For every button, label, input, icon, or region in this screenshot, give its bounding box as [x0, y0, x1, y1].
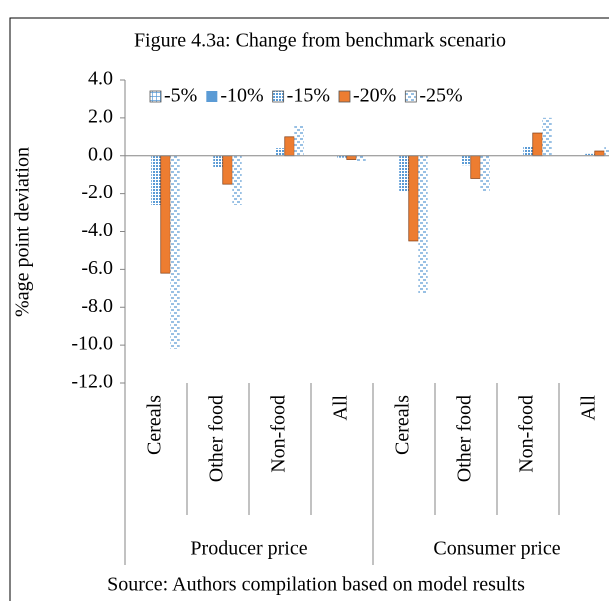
- bar: [470, 155, 481, 179]
- bar: [585, 153, 595, 156]
- bar: [151, 155, 161, 205]
- bar: [594, 150, 605, 157]
- chart-title: Figure 4.3a: Change from benchmark scena…: [134, 30, 506, 52]
- x-tick-label: Non-food: [516, 395, 538, 473]
- bar: [356, 155, 366, 162]
- y-tick-label: -6.0: [81, 257, 113, 279]
- x-tick-label: Cereals: [144, 395, 166, 455]
- bar: [337, 155, 347, 158]
- x-tick-label: All: [330, 395, 352, 421]
- bar: [232, 155, 242, 205]
- y-tick-label: -10.0: [71, 333, 113, 355]
- y-axis-label: %age point deviation: [12, 147, 34, 317]
- y-tick-label: 2.0: [88, 105, 113, 127]
- bar: [480, 155, 490, 192]
- bar: [346, 155, 357, 160]
- source-note: Source: Authors compilation based on mod…: [107, 574, 525, 596]
- legend-swatch: [149, 90, 162, 103]
- bar: [542, 117, 552, 156]
- y-tick-label: -2.0: [81, 181, 113, 203]
- bar: [418, 155, 428, 294]
- bar: [222, 155, 233, 185]
- bar: [399, 155, 409, 192]
- bar: [160, 155, 171, 274]
- legend-label: -5%: [164, 85, 197, 107]
- bar: [532, 132, 543, 157]
- x-tick-label: Non-food: [268, 395, 290, 473]
- x-tick-label: Other food: [454, 395, 476, 482]
- group-label: Producer price: [190, 538, 307, 560]
- x-tick-label: All: [578, 395, 600, 421]
- bar: [275, 148, 285, 156]
- bar: [604, 147, 609, 156]
- legend-swatch: [338, 90, 351, 103]
- y-tick-label: -12.0: [71, 371, 113, 393]
- chart-border: [9, 17, 609, 606]
- bar: [284, 136, 295, 157]
- bar: [213, 155, 223, 168]
- legend-swatch: [272, 90, 285, 103]
- legend-label: -20%: [353, 85, 396, 107]
- bar: [523, 146, 533, 156]
- y-tick-label: -4.0: [81, 219, 113, 241]
- y-tick-label: 4.0: [88, 68, 113, 90]
- y-tick-label: -8.0: [81, 295, 113, 317]
- bar: [408, 155, 419, 242]
- group-label: Consumer price: [433, 538, 560, 560]
- legend-label: -15%: [287, 85, 330, 107]
- bar: [170, 155, 180, 349]
- legend-label: -10%: [220, 85, 263, 107]
- legend-swatch: [206, 91, 218, 102]
- legend-swatch: [404, 90, 417, 103]
- legend-label: -25%: [419, 85, 462, 107]
- bar: [461, 155, 471, 166]
- x-tick-label: Other food: [206, 395, 228, 482]
- y-tick-label: 0.0: [88, 143, 113, 165]
- bar: [294, 125, 304, 156]
- x-tick-label: Cereals: [392, 395, 414, 455]
